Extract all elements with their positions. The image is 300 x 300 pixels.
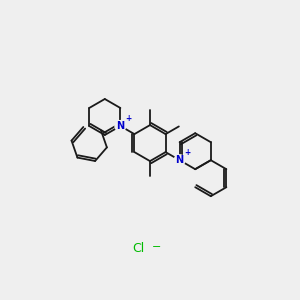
Circle shape xyxy=(115,121,126,131)
Text: −: − xyxy=(152,242,161,252)
Text: +: + xyxy=(184,148,191,157)
Circle shape xyxy=(174,155,185,166)
Text: N: N xyxy=(176,155,184,165)
Text: +: + xyxy=(125,114,131,123)
Text: Cl: Cl xyxy=(132,242,144,256)
Text: N: N xyxy=(116,121,124,131)
